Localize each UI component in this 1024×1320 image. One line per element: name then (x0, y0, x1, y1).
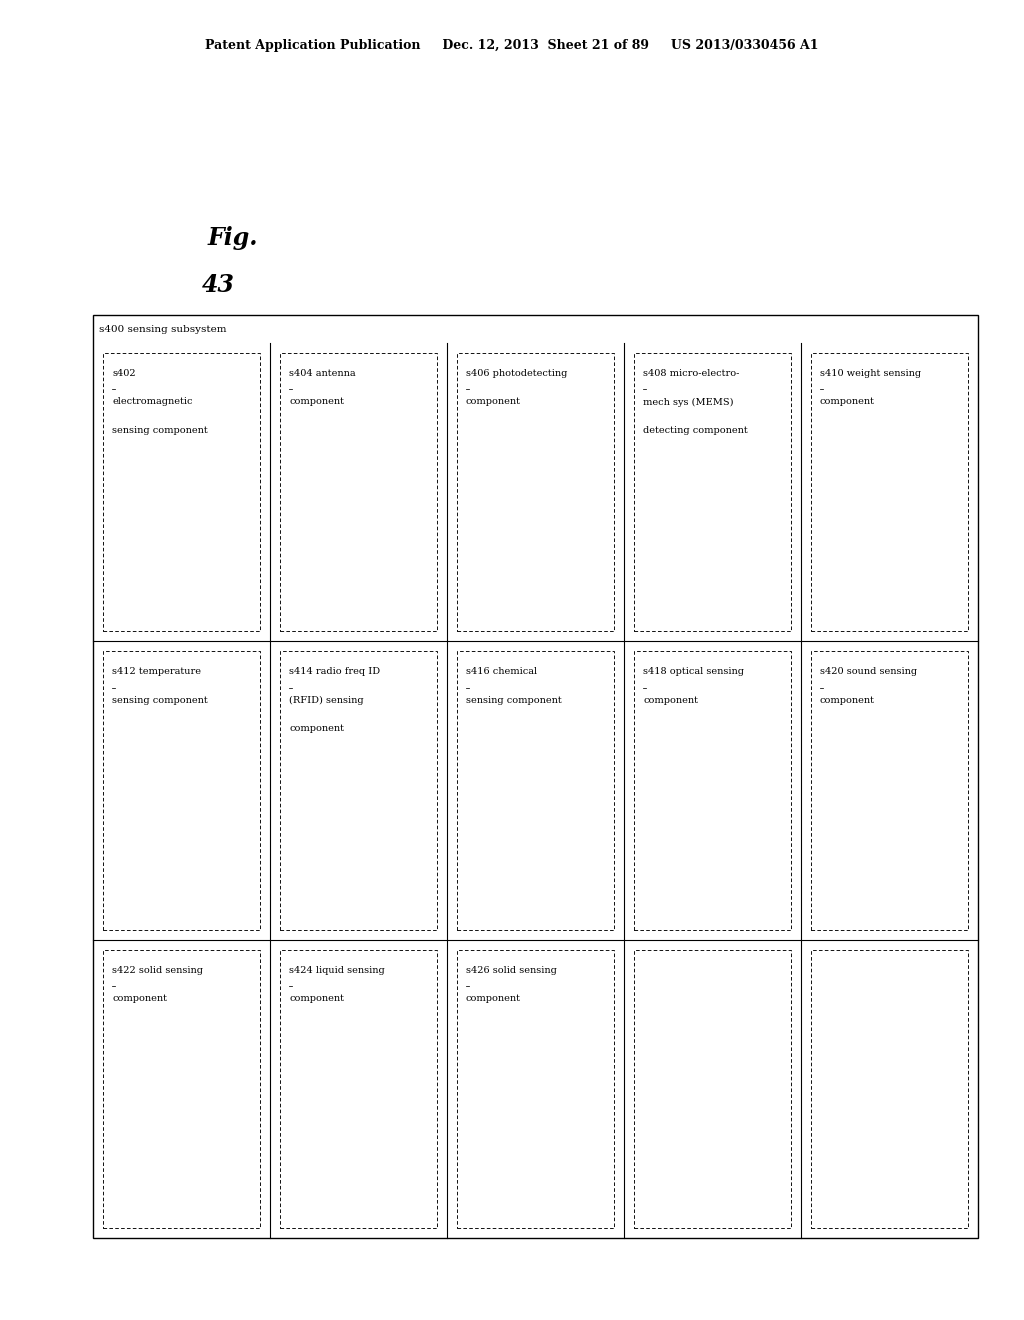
Text: sensing component: sensing component (466, 696, 562, 705)
Text: Patent Application Publication     Dec. 12, 2013  Sheet 21 of 89     US 2013/033: Patent Application Publication Dec. 12, … (205, 38, 819, 51)
Text: component: component (466, 994, 521, 1003)
Text: s404 antenna: s404 antenna (289, 370, 355, 378)
Bar (634, 352, 791, 631)
Text: s408 micro-electro-: s408 micro-electro- (643, 370, 739, 378)
Bar (811, 352, 968, 631)
Bar (93, 315, 978, 1238)
Text: component: component (289, 725, 344, 734)
Bar (103, 651, 260, 929)
Text: component: component (820, 397, 874, 407)
Bar (457, 352, 614, 631)
Bar (280, 651, 437, 929)
Bar (103, 949, 260, 1228)
Text: s406 photodetecting: s406 photodetecting (466, 370, 567, 378)
Bar (103, 352, 260, 631)
Text: component: component (643, 696, 698, 705)
Text: sensing component: sensing component (112, 696, 208, 705)
Text: electromagnetic: electromagnetic (112, 397, 193, 407)
Bar (457, 949, 614, 1228)
Text: mech sys (MEMS): mech sys (MEMS) (643, 397, 733, 407)
Text: s416 chemical: s416 chemical (466, 668, 538, 676)
Text: s418 optical sensing: s418 optical sensing (643, 668, 744, 676)
Text: component: component (289, 994, 344, 1003)
Bar (457, 651, 614, 929)
Text: component: component (820, 696, 874, 705)
Text: s414 radio freq ID: s414 radio freq ID (289, 668, 380, 676)
Text: Fig.: Fig. (208, 226, 258, 249)
Text: detecting component: detecting component (643, 426, 748, 436)
Bar (811, 651, 968, 929)
Text: component: component (466, 397, 521, 407)
Text: s420 sound sensing: s420 sound sensing (820, 668, 918, 676)
Text: (RFID) sensing: (RFID) sensing (289, 696, 364, 705)
Text: s424 liquid sensing: s424 liquid sensing (289, 966, 385, 974)
Bar (811, 949, 968, 1228)
Text: 43: 43 (202, 273, 234, 297)
Bar (634, 651, 791, 929)
Text: sensing component: sensing component (112, 426, 208, 436)
Text: component: component (289, 397, 344, 407)
Bar (634, 949, 791, 1228)
Bar (280, 352, 437, 631)
Text: s412 temperature: s412 temperature (112, 668, 201, 676)
Text: s426 solid sensing: s426 solid sensing (466, 966, 557, 974)
Text: s400 sensing subsystem: s400 sensing subsystem (99, 325, 226, 334)
Bar (280, 949, 437, 1228)
Text: s402: s402 (112, 370, 135, 378)
Text: s410 weight sensing: s410 weight sensing (820, 370, 922, 378)
Text: s422 solid sensing: s422 solid sensing (112, 966, 203, 974)
Text: component: component (112, 994, 167, 1003)
